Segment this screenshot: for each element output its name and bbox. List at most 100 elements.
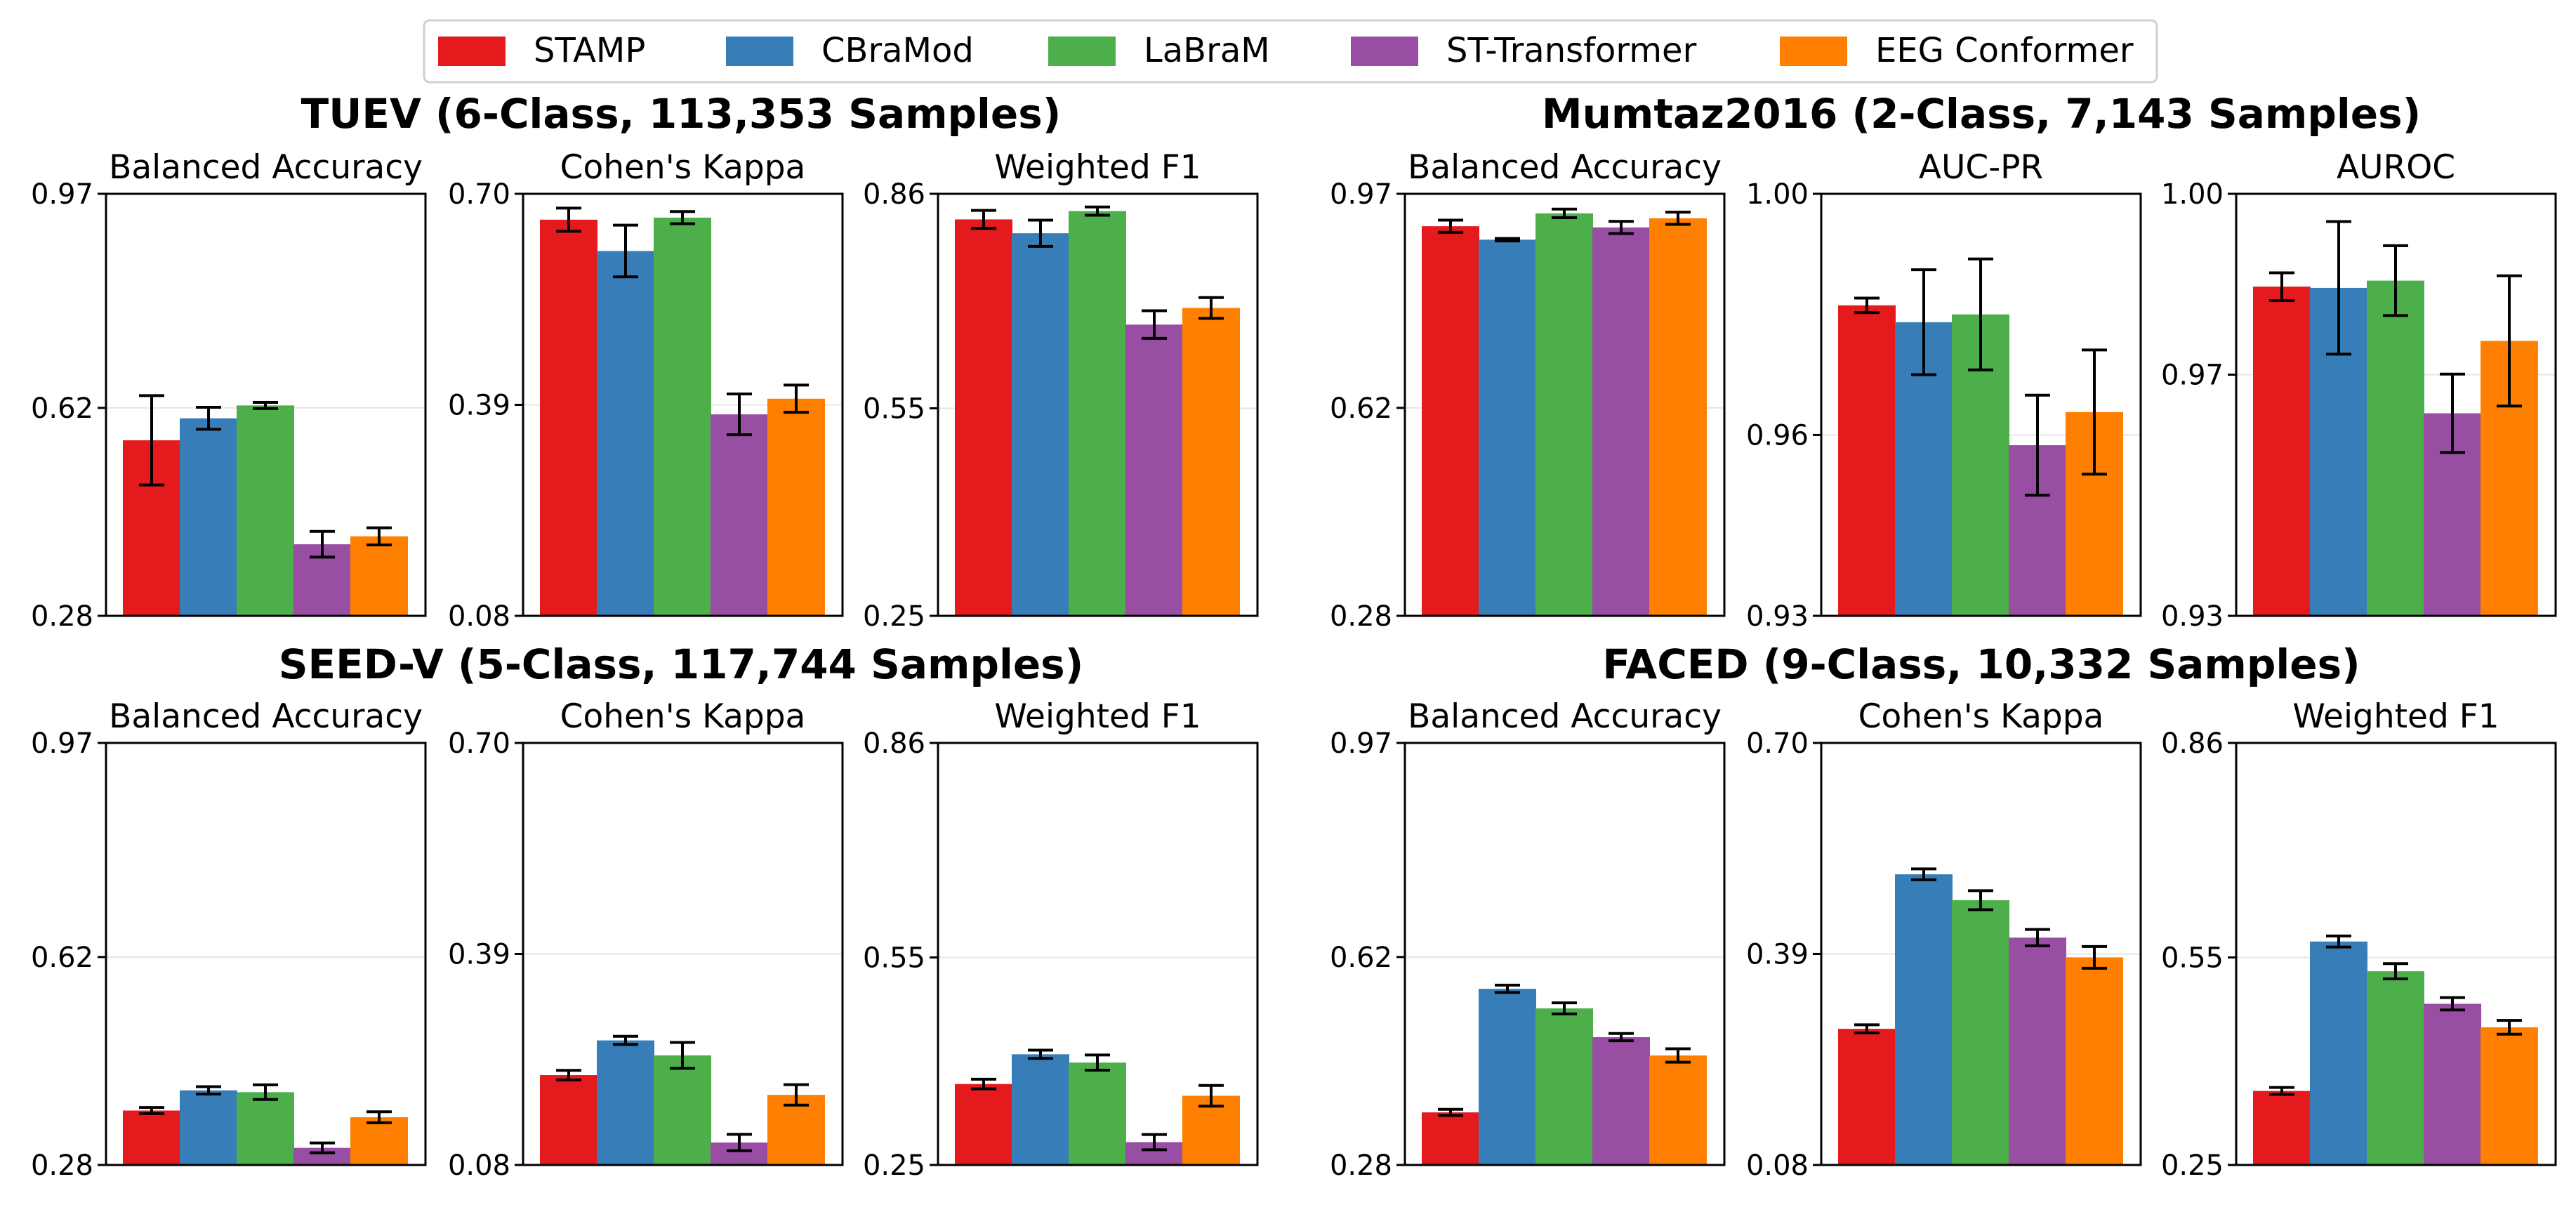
chart-faced-weighted-f1: 0.25 0.55 0.86 Weighted F1 — [2161, 697, 2557, 1182]
bar-eeg-conformer-balanced-accuracy — [1649, 218, 1707, 616]
legend-item-cbramod: CBraMod — [726, 31, 974, 70]
bar-labram-weighted-f1 — [2367, 971, 2424, 1165]
bar-cbramod-cohen-s-kappa — [1895, 874, 1953, 1165]
chart-mumtaz-auc-pr: 0.93 1.00 0.96 AUC-PR — [1746, 148, 2142, 633]
panel-title: AUROC — [2337, 148, 2455, 187]
chart-tuev-weighted-f1: 0.25 0.55 0.86 Weighted F1 — [863, 148, 1259, 633]
axes-frame — [937, 192, 1259, 617]
axes-frame — [1403, 742, 1726, 1166]
panel-title: AUC-PR — [1919, 148, 2043, 187]
group-title-mumtaz2016: Mumtaz2016 (2-Class, 7,143 Samples) — [1542, 90, 2421, 138]
bar-labram-weighted-f1 — [1069, 1062, 1126, 1165]
bar-st-transformer-weighted-f1 — [1125, 324, 1183, 616]
legend-swatch-cbramod — [726, 37, 793, 66]
legend-swatch-st-transformer — [1351, 37, 1418, 66]
bar-eeg-conformer-balanced-accuracy — [350, 536, 408, 616]
axes-frame — [1403, 192, 1726, 617]
y-tick-label: 0.28 — [31, 1150, 93, 1182]
legend-item-stamp: STAMP — [438, 31, 645, 70]
panel-title: Balanced Accuracy — [1408, 148, 1722, 187]
y-tick-label: 0.08 — [448, 600, 510, 633]
y-tick-label: 0.28 — [1330, 600, 1392, 633]
panel-title: Balanced Accuracy — [109, 697, 423, 736]
bar-stamp-balanced-accuracy — [1422, 226, 1479, 616]
bar-labram-balanced-accuracy — [237, 405, 294, 616]
bar-labram-cohen-s-kappa — [1952, 900, 2009, 1165]
chart-seedv-weighted-f1: 0.25 0.55 0.86 Weighted F1 — [863, 697, 1259, 1182]
legend-item-st-transformer: ST-Transformer — [1351, 31, 1697, 70]
axes-frame — [105, 192, 427, 617]
legend-label-st-transformer: ST-Transformer — [1446, 31, 1697, 70]
y-tick-label: 0.97 — [31, 178, 93, 211]
y-tick-label: 0.55 — [863, 942, 925, 974]
bar-stamp-weighted-f1 — [2253, 1091, 2311, 1165]
bar-eeg-conformer-cohen-s-kappa — [2066, 957, 2123, 1165]
legend-swatch-labram — [1048, 37, 1116, 66]
bar-st-transformer-balanced-accuracy — [1592, 1036, 1650, 1165]
y-tick-label: 0.55 — [2161, 942, 2224, 974]
y-tick-label: 0.70 — [448, 727, 510, 760]
bar-labram-balanced-accuracy — [1535, 213, 1593, 617]
y-tick-label: 0.97 — [31, 727, 93, 760]
axes-frame — [2235, 742, 2557, 1166]
y-tick-label: 0.96 — [1746, 419, 1809, 452]
chart-faced-cohens-kappa: 0.08 0.39 0.70 Cohen's Kappa — [1746, 697, 2142, 1182]
bar-stamp-cohen-s-kappa — [540, 1075, 597, 1165]
bar-eeg-conformer-weighted-f1 — [1182, 308, 1240, 616]
y-tick-label: 0.25 — [863, 1150, 925, 1182]
panel-title: Cohen's Kappa — [560, 148, 806, 187]
y-tick-label: 0.62 — [1330, 393, 1392, 425]
bar-labram-balanced-accuracy — [237, 1092, 294, 1165]
group-title-faced: FACED (9-Class, 10,332 Samples) — [1602, 640, 2360, 688]
y-tick-label: 0.25 — [2161, 1150, 2224, 1182]
bar-eeg-conformer-balanced-accuracy — [350, 1117, 408, 1165]
bar-eeg-conformer-weighted-f1 — [2481, 1027, 2538, 1165]
legend-swatch-eeg-conformer — [1780, 37, 1847, 66]
y-tick-label: 0.62 — [31, 942, 93, 974]
y-tick-label: 0.70 — [1746, 727, 1809, 760]
chart-tuev-balanced-accuracy: 0.28 0.62 0.97 Balanced Accuracy — [31, 148, 427, 633]
bar-cbramod-weighted-f1 — [1012, 233, 1069, 616]
panel-title: Weighted F1 — [994, 148, 1201, 187]
legend-item-labram: LaBraM — [1048, 31, 1270, 70]
bar-labram-auroc — [2367, 280, 2424, 616]
panel-title: Balanced Accuracy — [109, 148, 423, 187]
bar-cbramod-balanced-accuracy — [1479, 239, 1536, 617]
group-title-seed-v: SEED-V (5-Class, 117,744 Samples) — [279, 640, 1083, 688]
y-tick-label: 0.97 — [1330, 727, 1392, 760]
legend: STAMP CBraMod LaBraM ST-Transformer EEG … — [423, 19, 2158, 84]
bar-cbramod-weighted-f1 — [2310, 941, 2367, 1165]
bar-stamp-balanced-accuracy — [1422, 1112, 1479, 1165]
panel-title: Weighted F1 — [994, 697, 1201, 736]
legend-item-eeg-conformer: EEG Conformer — [1780, 31, 2134, 70]
bar-cbramod-balanced-accuracy — [180, 418, 237, 616]
y-tick-label: 0.39 — [448, 390, 510, 422]
chart-seedv-cohens-kappa: 0.08 0.39 0.70 Cohen's Kappa — [448, 697, 844, 1182]
legend-label-labram: LaBraM — [1144, 31, 1270, 70]
y-tick-label: 0.28 — [1330, 1150, 1392, 1182]
y-tick-label: 0.08 — [448, 1150, 510, 1182]
bar-st-transformer-cohen-s-kappa — [2009, 937, 2066, 1165]
panel-title: Cohen's Kappa — [1858, 697, 2104, 736]
bar-eeg-conformer-cohen-s-kappa — [767, 1095, 825, 1165]
legend-label-cbramod: CBraMod — [821, 31, 974, 70]
bar-cbramod-balanced-accuracy — [1479, 989, 1536, 1165]
bar-eeg-conformer-balanced-accuracy — [1649, 1055, 1707, 1165]
y-tick-label: 0.97 — [2161, 360, 2224, 392]
y-tick-label: 0.39 — [448, 939, 510, 971]
y-tick-label: 0.86 — [863, 727, 925, 760]
y-tick-label: 0.08 — [1746, 1150, 1809, 1182]
chart-tuev-cohens-kappa: 0.08 0.39 0.70 Cohen's Kappa — [448, 148, 844, 633]
y-tick-label: 0.39 — [1746, 939, 1809, 971]
bar-stamp-auroc — [2253, 287, 2311, 616]
chart-faced-balanced-accuracy: 0.28 0.62 0.97 Balanced Accuracy — [1330, 697, 1726, 1182]
bar-cbramod-balanced-accuracy — [180, 1090, 237, 1165]
legend-swatch-stamp — [438, 37, 506, 66]
legend-frame — [423, 19, 2158, 84]
axes-frame — [1820, 192, 2142, 617]
panel-title: Weighted F1 — [2292, 697, 2499, 736]
y-tick-label: 1.00 — [1746, 178, 1809, 211]
bar-stamp-auc-pr — [1838, 305, 1896, 616]
bar-labram-weighted-f1 — [1069, 211, 1126, 617]
